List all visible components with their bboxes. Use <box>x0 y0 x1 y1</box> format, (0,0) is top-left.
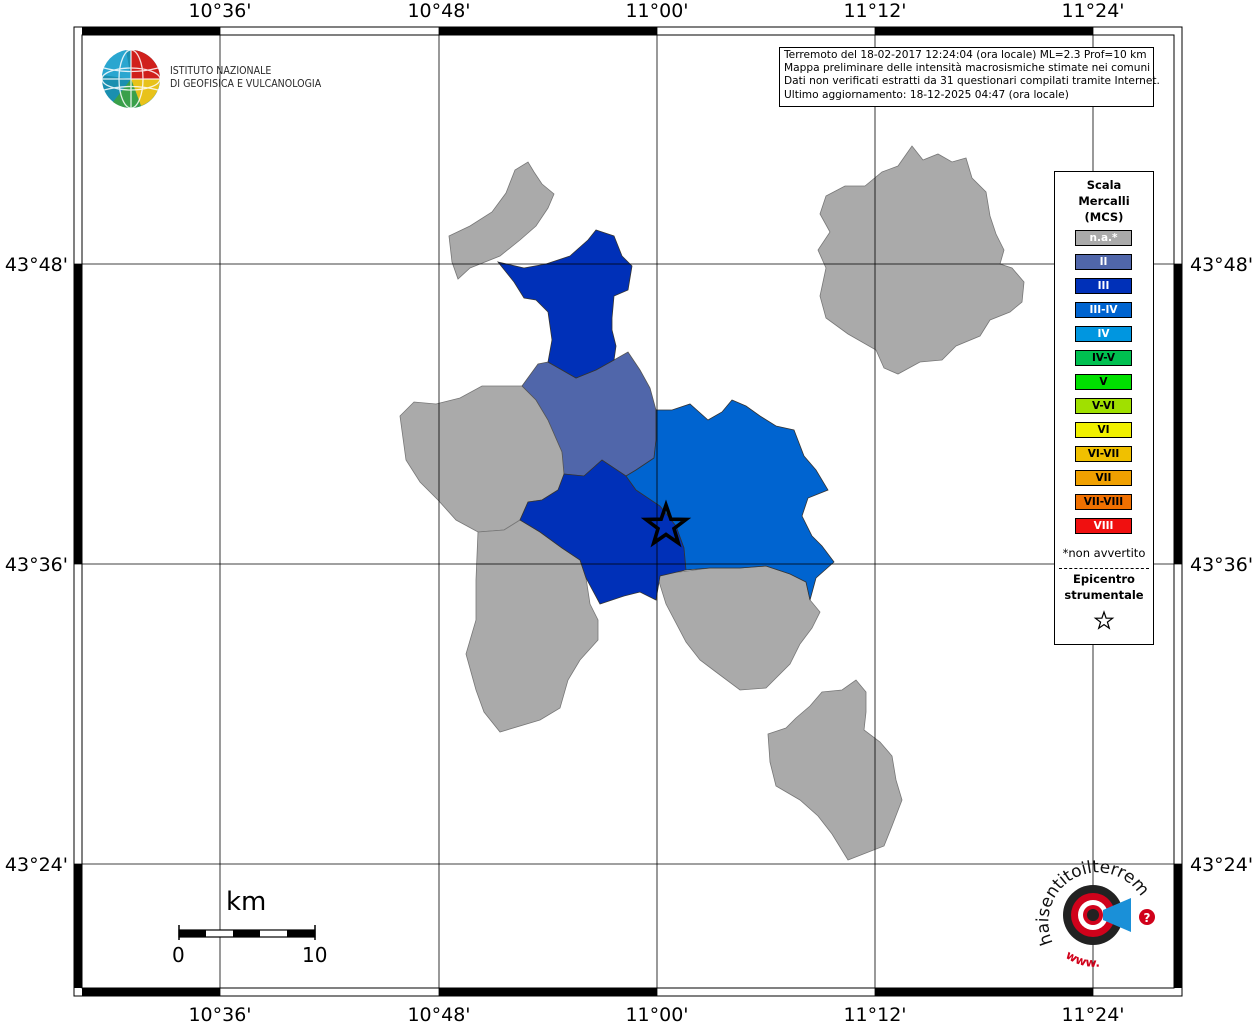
municipality-na-northeast[interactable] <box>817 145 1025 375</box>
legend-non-felt-note: *non avvertito <box>1062 546 1146 560</box>
lon-label-top: 11°24' <box>1061 0 1124 22</box>
legend-title-line: (MCS) <box>1084 210 1124 224</box>
ingv-logo-icon <box>101 49 161 109</box>
legend-star-icon <box>1093 610 1115 630</box>
legend-swatch: VI <box>1075 422 1132 438</box>
axis-labels: 10°36' 10°48' 11°00' 11°12' 11°24' 10°36… <box>5 0 1253 1024</box>
legend-swatch: III <box>1075 278 1132 294</box>
legend-title-line: Mercalli <box>1078 194 1130 208</box>
lon-label-bottom: 11°24' <box>1061 1004 1124 1024</box>
legend-divider <box>1059 568 1149 569</box>
lat-label-right: 43°48' <box>1190 254 1253 276</box>
lon-label-bottom: 11°00' <box>625 1004 688 1024</box>
lat-label-left: 43°24' <box>5 854 68 876</box>
event-info-line: Mappa preliminare delle intensità macros… <box>784 62 1151 75</box>
lon-label-top: 11°00' <box>625 0 688 22</box>
question-mark-icon: ? <box>1144 911 1151 925</box>
lon-label-top: 11°12' <box>843 0 906 22</box>
lat-label-right: 43°36' <box>1190 554 1253 576</box>
legend-title: Scala Mercalli (MCS) <box>1055 177 1153 225</box>
ingv-logo-text: ISTITUTO NAZIONALE DI GEOFISICA E VULCAN… <box>170 64 321 90</box>
ingv-name-line1: ISTITUTO NAZIONALE <box>170 64 272 77</box>
legend-swatch: II <box>1075 254 1132 270</box>
lon-label-top: 10°48' <box>407 0 470 22</box>
intensity-legend: Scala Mercalli (MCS) n.a.* II III III-IV IV I… <box>1054 171 1154 645</box>
legend-swatch: III-IV <box>1075 302 1132 318</box>
legend-epicenter-line: strumentale <box>1064 588 1144 602</box>
lat-label-left: 43°36' <box>5 554 68 576</box>
municipality-intensity-III-IV[interactable] <box>625 399 835 601</box>
megaphone-icon <box>1103 898 1131 932</box>
legend-swatch: IV <box>1075 326 1132 342</box>
scale-bar <box>178 925 316 940</box>
legend-swatch: n.a.* <box>1075 230 1132 246</box>
lon-label-bottom: 10°36' <box>188 1004 251 1024</box>
legend-swatch: VII-VIII <box>1075 494 1132 510</box>
municipality-na-southeast[interactable] <box>767 679 903 861</box>
event-info-line: Terremoto del 18-02-2017 12:24:04 (ora l… <box>784 49 1147 61</box>
event-info-line: Dati non verificati estratti da 31 quest… <box>784 75 1160 88</box>
legend-swatch: VI-VII <box>1075 446 1132 462</box>
municipality-intensity-III-north[interactable] <box>496 229 633 379</box>
lat-label-left: 43°48' <box>5 254 68 276</box>
scale-start-label: 0 <box>172 943 185 967</box>
map-frame <box>73 26 1183 997</box>
legend-epicenter-label: Epicentro strumentale <box>1055 571 1153 603</box>
legend-epicenter-line: Epicentro <box>1073 572 1135 586</box>
legend-swatch: VII <box>1075 470 1132 486</box>
epicenter-star[interactable] <box>640 499 692 548</box>
ingv-name-line2: DI GEOFISICA E VULCANOLOGIA <box>170 77 322 90</box>
lat-label-right: 43°24' <box>1190 854 1253 876</box>
legend-swatch: V <box>1075 374 1132 390</box>
event-info-box: Terremoto del 18-02-2017 12:24:04 (ora l… <box>779 47 1160 107</box>
lon-label-bottom: 11°12' <box>843 1004 906 1024</box>
municipalities-na <box>399 145 1025 861</box>
scale-end-label: 10 <box>302 943 328 967</box>
legend-title-line: Scala <box>1086 178 1122 192</box>
event-info-line: Ultimo aggiornamento: 18-12-2025 04:47 (… <box>784 88 1069 101</box>
legend-swatch: VIII <box>1075 518 1132 534</box>
legend-swatch: IV-V <box>1075 350 1132 366</box>
legend-swatch: V-VI <box>1075 398 1132 414</box>
municipality-na-northwest[interactable] <box>448 161 555 280</box>
lon-label-top: 10°36' <box>188 0 251 22</box>
scale-unit-label: km <box>226 887 267 917</box>
lon-label-bottom: 10°48' <box>407 1004 470 1024</box>
